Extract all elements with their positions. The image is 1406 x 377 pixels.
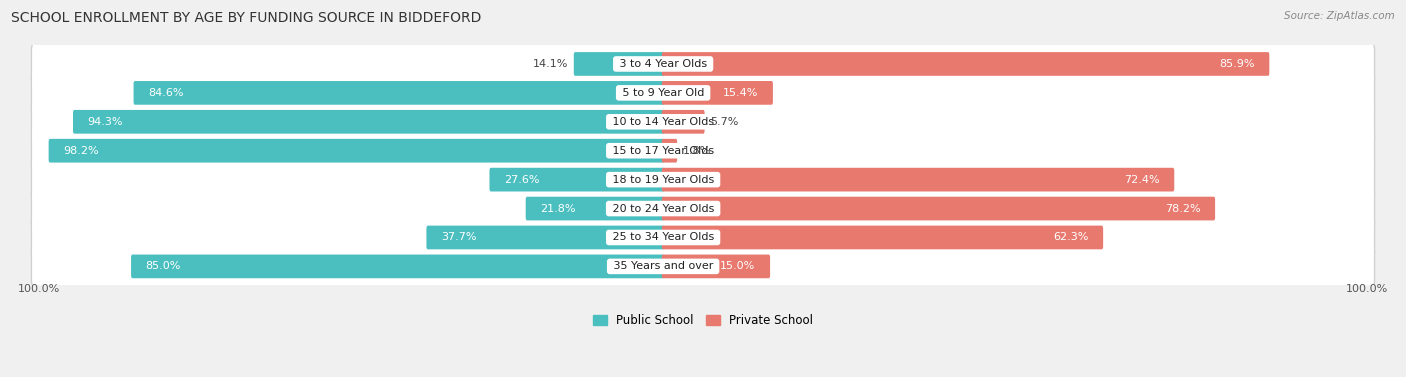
FancyBboxPatch shape	[49, 139, 665, 162]
FancyBboxPatch shape	[32, 42, 1374, 85]
Text: 15.4%: 15.4%	[723, 88, 758, 98]
FancyBboxPatch shape	[526, 197, 665, 221]
FancyBboxPatch shape	[489, 168, 665, 192]
Text: 5 to 9 Year Old: 5 to 9 Year Old	[619, 88, 707, 98]
Text: 98.2%: 98.2%	[63, 146, 98, 156]
FancyBboxPatch shape	[31, 42, 1375, 86]
Text: 15.0%: 15.0%	[720, 261, 755, 271]
Legend: Public School, Private School: Public School, Private School	[588, 310, 818, 332]
FancyBboxPatch shape	[73, 110, 665, 134]
Text: 84.6%: 84.6%	[148, 88, 184, 98]
Text: 35 Years and over: 35 Years and over	[610, 261, 717, 271]
Text: 20 to 24 Year Olds: 20 to 24 Year Olds	[609, 204, 717, 213]
FancyBboxPatch shape	[662, 254, 770, 278]
FancyBboxPatch shape	[662, 168, 1174, 192]
FancyBboxPatch shape	[662, 52, 1270, 76]
FancyBboxPatch shape	[31, 100, 1375, 144]
FancyBboxPatch shape	[32, 216, 1374, 259]
Text: 5.7%: 5.7%	[710, 117, 738, 127]
FancyBboxPatch shape	[32, 158, 1374, 201]
Text: 62.3%: 62.3%	[1053, 233, 1088, 242]
Text: 100.0%: 100.0%	[1346, 284, 1388, 294]
Text: 78.2%: 78.2%	[1164, 204, 1201, 213]
Text: 72.4%: 72.4%	[1123, 175, 1160, 185]
FancyBboxPatch shape	[32, 245, 1374, 288]
FancyBboxPatch shape	[32, 71, 1374, 114]
FancyBboxPatch shape	[31, 186, 1375, 230]
Text: 94.3%: 94.3%	[87, 117, 124, 127]
FancyBboxPatch shape	[426, 225, 665, 249]
Text: 85.0%: 85.0%	[146, 261, 181, 271]
Text: 21.8%: 21.8%	[540, 204, 576, 213]
Text: 10 to 14 Year Olds: 10 to 14 Year Olds	[609, 117, 717, 127]
Text: 3 to 4 Year Olds: 3 to 4 Year Olds	[616, 59, 710, 69]
Text: SCHOOL ENROLLMENT BY AGE BY FUNDING SOURCE IN BIDDEFORD: SCHOOL ENROLLMENT BY AGE BY FUNDING SOUR…	[11, 11, 482, 25]
Text: 25 to 34 Year Olds: 25 to 34 Year Olds	[609, 233, 717, 242]
Text: 85.9%: 85.9%	[1219, 59, 1254, 69]
FancyBboxPatch shape	[32, 100, 1374, 143]
FancyBboxPatch shape	[662, 197, 1215, 221]
FancyBboxPatch shape	[662, 139, 678, 162]
Text: 18 to 19 Year Olds: 18 to 19 Year Olds	[609, 175, 717, 185]
FancyBboxPatch shape	[32, 187, 1374, 230]
Text: 14.1%: 14.1%	[533, 59, 568, 69]
FancyBboxPatch shape	[662, 225, 1104, 249]
FancyBboxPatch shape	[31, 70, 1375, 115]
Text: 27.6%: 27.6%	[505, 175, 540, 185]
FancyBboxPatch shape	[31, 129, 1375, 173]
Text: 1.8%: 1.8%	[682, 146, 711, 156]
FancyBboxPatch shape	[32, 129, 1374, 172]
Text: 15 to 17 Year Olds: 15 to 17 Year Olds	[609, 146, 717, 156]
FancyBboxPatch shape	[31, 157, 1375, 202]
FancyBboxPatch shape	[574, 52, 665, 76]
FancyBboxPatch shape	[131, 254, 665, 278]
FancyBboxPatch shape	[662, 110, 704, 134]
Text: 100.0%: 100.0%	[18, 284, 60, 294]
FancyBboxPatch shape	[31, 215, 1375, 259]
FancyBboxPatch shape	[31, 244, 1375, 288]
Text: Source: ZipAtlas.com: Source: ZipAtlas.com	[1284, 11, 1395, 21]
Text: 37.7%: 37.7%	[441, 233, 477, 242]
FancyBboxPatch shape	[662, 81, 773, 105]
FancyBboxPatch shape	[134, 81, 665, 105]
